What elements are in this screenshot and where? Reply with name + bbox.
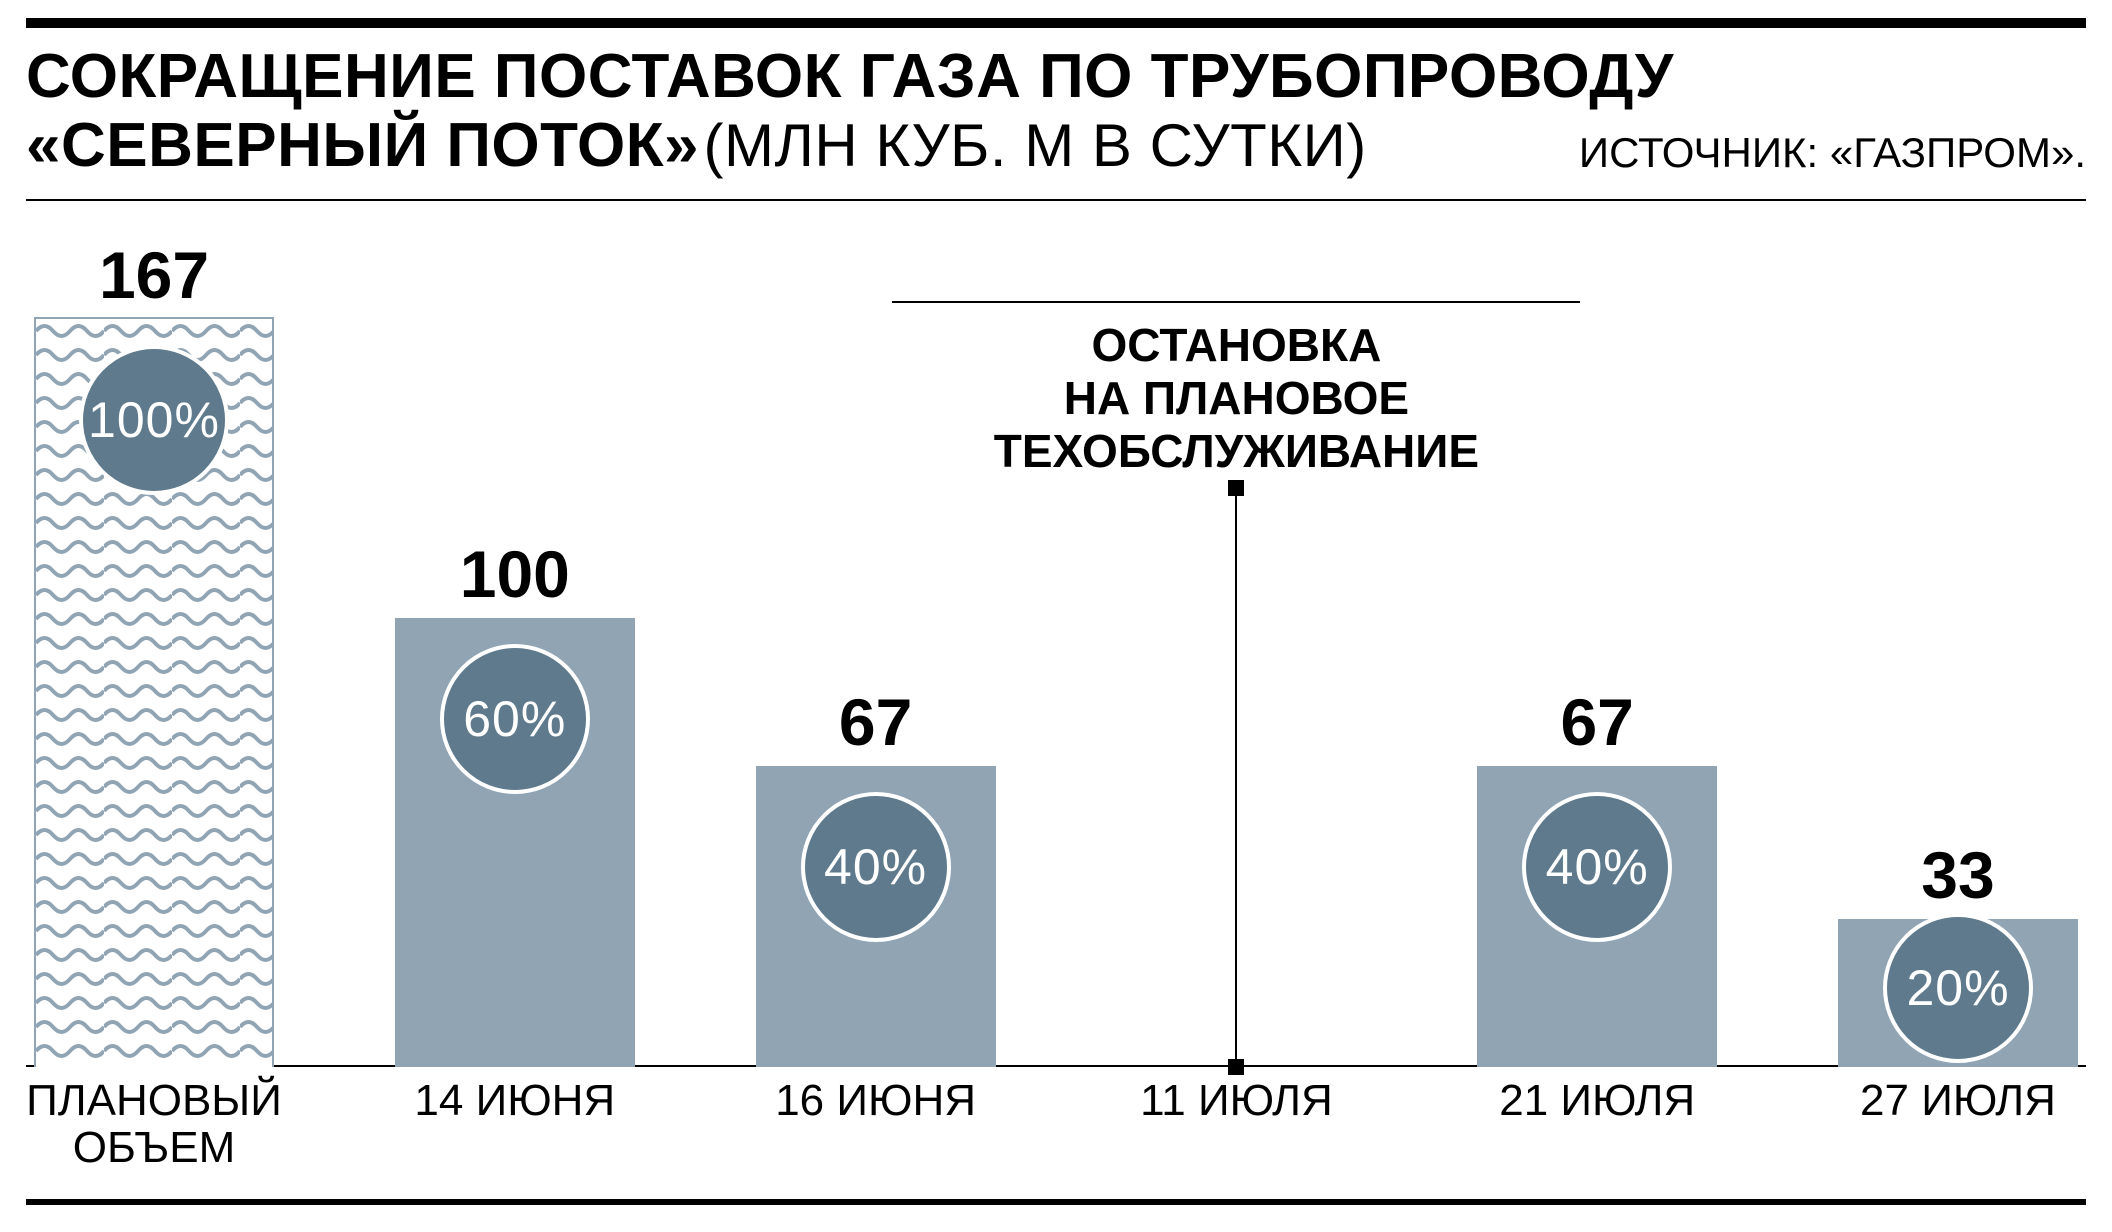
header-rule bbox=[26, 199, 2086, 201]
chart-header: СОКРАЩЕНИЕ ПОСТАВОК ГАЗА ПО ТРУБОПРОВОДУ… bbox=[26, 28, 2086, 199]
pct-badge-d0727: 20% bbox=[1883, 913, 2033, 1063]
bar-plan: 167100% bbox=[34, 317, 274, 1067]
chart-units: (МЛН КУБ. М В СУТКИ) bbox=[703, 112, 1366, 179]
bar-d0614: 10060% bbox=[395, 618, 635, 1067]
chart-source: ИСТОЧНИК: «ГАЗПРОМ». bbox=[1579, 129, 2086, 177]
top-rule bbox=[26, 18, 2086, 28]
bar-col-d0616: 6740% bbox=[756, 766, 996, 1067]
bar-d0721: 6740% bbox=[1477, 766, 1717, 1067]
x-label-d0616: 16 ИЮНЯ bbox=[775, 1077, 976, 1125]
chart-title-line1: СОКРАЩЕНИЕ ПОСТАВОК ГАЗА ПО ТРУБОПРОВОДУ bbox=[26, 42, 2086, 111]
x-label-d0711: 11 ИЮЛЯ bbox=[1140, 1077, 1333, 1125]
x-label-d0614: 14 ИЮНЯ bbox=[414, 1077, 615, 1125]
x-label-plan: ПЛАНОВЫЙОБЪЕМ bbox=[26, 1077, 282, 1172]
annotation-text: ОСТАНОВКАНА ПЛАНОВОЕТЕХОБСЛУЖИВАНИЕ bbox=[994, 319, 1479, 478]
x-label-d0727: 27 ИЮЛЯ bbox=[1860, 1077, 2056, 1125]
bar-col-d0721: 6740% bbox=[1477, 766, 1717, 1067]
bar-chart: 167100%10060%6740%ОСТАНОВКАНА ПЛАНОВОЕТЕ… bbox=[26, 235, 2086, 1205]
bar-value-d0721: 67 bbox=[1560, 684, 1633, 760]
bar-value-d0616: 67 bbox=[839, 684, 912, 760]
bottom-rule bbox=[26, 1199, 2086, 1205]
chart-title-line2-bold: «СЕВЕРНЫЙ ПОТОК» bbox=[26, 111, 699, 180]
bar-d0727: 3320% bbox=[1838, 919, 2078, 1067]
pct-badge-d0616: 40% bbox=[801, 792, 951, 942]
bar-value-d0727: 33 bbox=[1921, 837, 1994, 913]
bar-value-d0614: 100 bbox=[460, 536, 570, 612]
annotation-vline bbox=[1235, 488, 1237, 1067]
bar-col-plan: 167100% bbox=[34, 317, 274, 1067]
bar-value-plan: 167 bbox=[99, 237, 209, 313]
pct-badge-plan: 100% bbox=[79, 345, 229, 495]
x-label-d0721: 21 ИЮЛЯ bbox=[1499, 1077, 1695, 1125]
annotation-dot-bottom bbox=[1228, 1059, 1244, 1075]
pct-badge-d0721: 40% bbox=[1522, 792, 1672, 942]
pct-badge-d0614: 60% bbox=[440, 644, 590, 794]
bar-col-d0614: 10060% bbox=[395, 618, 635, 1067]
bar-d0616: 6740% bbox=[756, 766, 996, 1067]
page: СОКРАЩЕНИЕ ПОСТАВОК ГАЗА ПО ТРУБОПРОВОДУ… bbox=[0, 0, 2112, 1232]
annotation-dot-top bbox=[1228, 480, 1244, 496]
annotation-hline bbox=[892, 301, 1580, 303]
x-axis bbox=[26, 1065, 2086, 1067]
plot-area: 167100%10060%6740%ОСТАНОВКАНА ПЛАНОВОЕТЕ… bbox=[26, 235, 2086, 1067]
x-axis-labels: ПЛАНОВЫЙОБЪЕМ 14 ИЮНЯ 16 ИЮНЯ 11 ИЮЛЯ 21 ИЮЛ… bbox=[26, 1077, 2086, 1197]
bar-col-d0727: 3320% bbox=[1838, 919, 2078, 1067]
